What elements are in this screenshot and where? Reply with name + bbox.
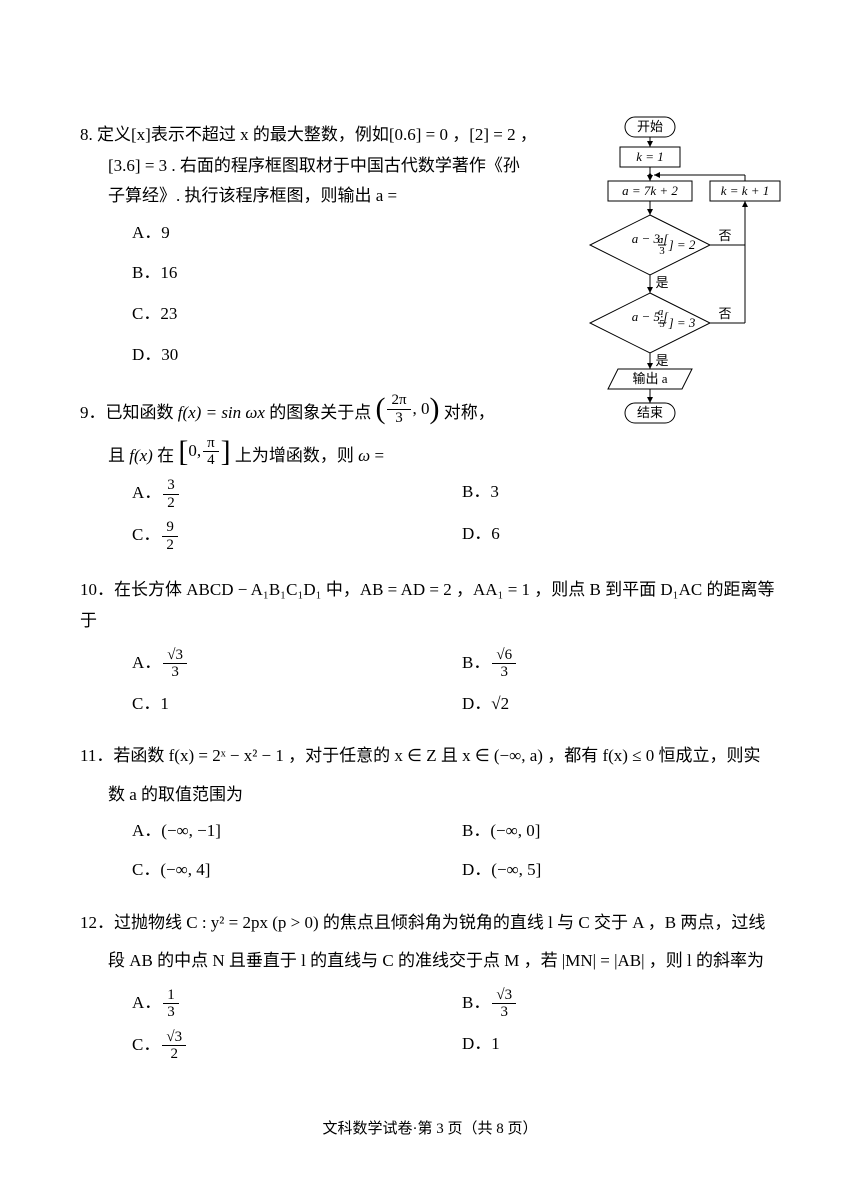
- q12-line1: 过抛物线 C : y² = 2px (p > 0) 的焦点且倾斜角为锐角的直线 …: [114, 913, 765, 932]
- q9-opt-a: 32: [163, 477, 179, 511]
- q10-number: 10．: [80, 580, 114, 599]
- q11-opt-c: C．(−∞, 4]: [132, 855, 462, 886]
- q8-opt-a: A．9: [132, 218, 540, 249]
- question-8: 8. 定义[x]表示不超过 x 的最大整数，例如[0.6] = 0 ，[2] =…: [80, 120, 780, 370]
- q11-opt-d: D．(−∞, 5]: [462, 855, 662, 886]
- q8-line1: 定义[x]表示不超过 x 的最大整数，例如[0.6] = 0 ，[2] = 2 …: [97, 125, 537, 144]
- q12-opt-c: √32: [162, 1029, 186, 1063]
- q8-opt-b: B．16: [132, 258, 540, 289]
- question-9: 9．已知函数 f(x) = sin ωx 的图象关于点 (2π3, 0) 对称，…: [80, 392, 780, 553]
- question-11: 11．若函数 f(x) = 2ˣ − x² − 1 ，对于任意的 x ∈ Z 且…: [80, 741, 780, 885]
- q12-opt-a: 13: [163, 987, 179, 1021]
- page-footer: 文科数学试卷·第 3 页（共 8 页）: [0, 1116, 860, 1143]
- q9-number: 9．: [80, 403, 106, 422]
- flow-output: 输出 a: [632, 371, 667, 386]
- question-12: 12．过抛物线 C : y² = 2px (p > 0) 的焦点且倾斜角为锐角的…: [80, 908, 780, 1063]
- q12-opt-b: √33: [492, 987, 516, 1021]
- q11-line1: 若函数 f(x) = 2ˣ − x² − 1 ，对于任意的 x ∈ Z 且 x …: [113, 746, 760, 765]
- q8-line3: 子算经》. 执行该程序框图，则输出 a =: [80, 181, 540, 212]
- q11-opt-b: B．(−∞, 0]: [462, 816, 662, 847]
- q10-opt-b: √63: [492, 647, 516, 681]
- q12-line2: 段 AB 的中点 N 且垂直于 l 的直线与 C 的准线交于点 M ，若 |MN…: [80, 946, 780, 977]
- question-10: 10．在长方体 ABCD − A₁B₁C₁D₁ 中，AB = AD = 2 ，A…: [80, 575, 780, 719]
- q9-opt-c: 92: [162, 519, 178, 553]
- q10-opt-d: D．√2: [462, 689, 662, 720]
- q9-point: (2π3, 0): [375, 392, 439, 426]
- q10-line1: 在长方体 ABCD − A₁B₁C₁D₁ 中，AB = AD = 2 ，AA₁ …: [80, 580, 774, 630]
- q8-number: 8.: [80, 125, 97, 144]
- q8-line2: [3.6] = 3 . 右面的程序框图取材于中国古代数学著作《孙: [80, 151, 540, 182]
- q11-opt-a: A．(−∞, −1]: [132, 816, 462, 847]
- q12-number: 12．: [80, 913, 114, 932]
- q9-opt-b: B．3: [462, 477, 662, 511]
- q9-opt-d: D．6: [462, 519, 662, 553]
- q8-opt-d: D．30: [132, 340, 540, 371]
- q10-opt-c: C．1: [132, 689, 462, 720]
- q10-opt-a: √33: [163, 647, 187, 681]
- q12-opt-d: D．1: [462, 1029, 662, 1063]
- q9-interval: [0, π4]: [178, 435, 230, 469]
- q11-line2: 数 a 的取值范围为: [80, 780, 780, 811]
- q8-opt-c: C．23: [132, 299, 540, 330]
- q11-number: 11．: [80, 746, 113, 765]
